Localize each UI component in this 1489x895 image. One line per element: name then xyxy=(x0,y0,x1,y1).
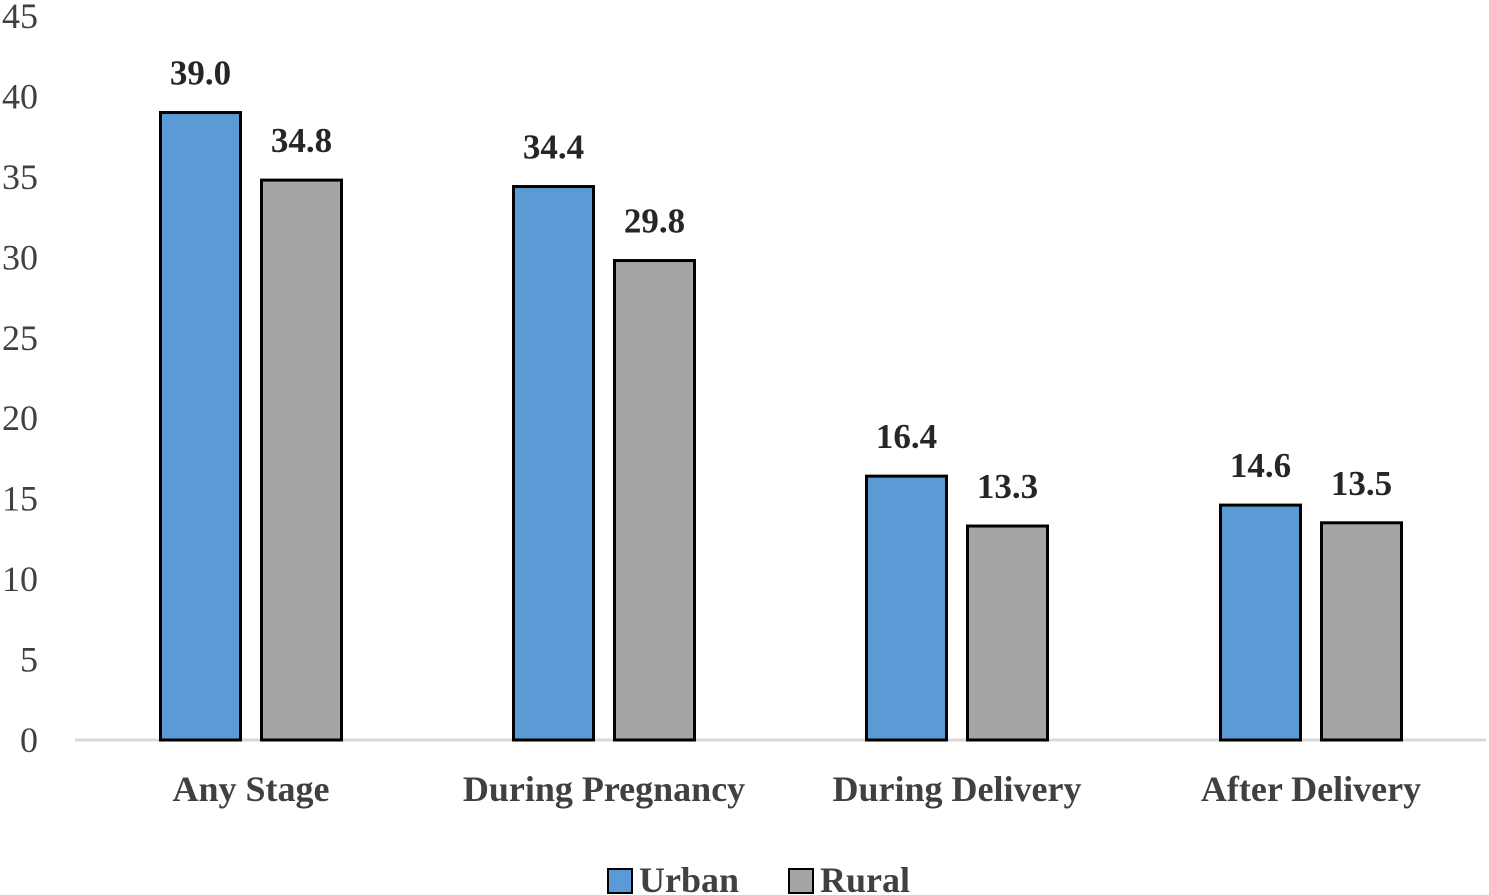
data-label-rural: 29.8 xyxy=(624,202,685,241)
x-category-label: Any Stage xyxy=(172,769,329,809)
data-label-rural: 34.8 xyxy=(271,121,332,160)
y-tick-label: 40 xyxy=(2,76,38,116)
x-category-label: After Delivery xyxy=(1201,769,1421,809)
data-label-rural: 13.3 xyxy=(977,467,1038,506)
bar-rural xyxy=(966,524,1049,742)
data-label-rural: 13.5 xyxy=(1331,464,1392,503)
bar-urban xyxy=(512,185,595,742)
data-label-urban: 39.0 xyxy=(170,54,231,93)
legend-label-rural: Rural xyxy=(820,860,910,895)
bar-urban xyxy=(1219,503,1302,742)
y-tick-label: 0 xyxy=(20,720,38,760)
legend-swatch-urban xyxy=(607,868,633,894)
x-category-label: During Delivery xyxy=(833,769,1082,809)
bar-urban xyxy=(865,474,948,742)
y-tick-label: 30 xyxy=(2,237,38,277)
y-tick-label: 15 xyxy=(2,479,38,519)
bar-urban xyxy=(159,111,242,742)
data-label-urban: 34.4 xyxy=(523,128,584,167)
bar-rural xyxy=(613,259,696,742)
bar-rural xyxy=(260,178,343,742)
y-tick-label: 10 xyxy=(2,559,38,599)
y-tick-label: 35 xyxy=(2,157,38,197)
legend-label-urban: Urban xyxy=(639,860,739,895)
x-category-label: During Pregnancy xyxy=(463,769,745,809)
data-label-urban: 16.4 xyxy=(876,417,937,456)
y-tick-label: 45 xyxy=(2,0,38,36)
data-label-urban: 14.6 xyxy=(1230,446,1291,485)
bar-rural xyxy=(1320,521,1403,742)
y-tick-label: 20 xyxy=(2,398,38,438)
y-tick-label: 5 xyxy=(20,640,38,680)
legend-swatch-rural xyxy=(788,868,814,894)
y-tick-label: 25 xyxy=(2,318,38,358)
